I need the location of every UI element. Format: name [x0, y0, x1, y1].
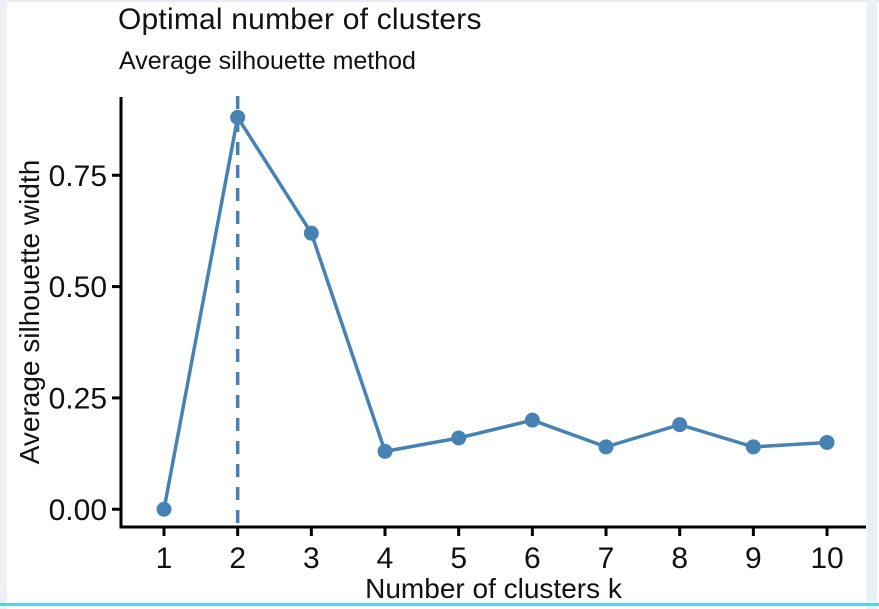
y-tick-label: 0.50	[49, 271, 107, 304]
data-point-k8	[672, 417, 688, 433]
data-point-k9	[745, 439, 761, 455]
window-edge-bottom	[0, 603, 879, 606]
y-tick-label: 0.00	[49, 494, 107, 527]
x-tick-label: 6	[524, 542, 541, 575]
data-point-k3	[303, 225, 319, 241]
data-point-k6	[524, 412, 540, 428]
window-edge-right	[867, 0, 877, 609]
chart-subtitle: Average silhouette method	[119, 47, 416, 75]
x-tick-label: 8	[671, 542, 688, 575]
x-tick-label: 9	[745, 542, 762, 575]
y-axis-title: Average silhouette width	[14, 159, 45, 465]
x-tick-label: 3	[303, 542, 320, 575]
x-tick-label: 4	[377, 542, 394, 575]
x-tick-label: 5	[450, 542, 467, 575]
data-point-k1	[156, 501, 172, 517]
data-point-k5	[451, 430, 467, 446]
x-tick-label: 10	[810, 542, 843, 575]
x-tick-label: 2	[229, 542, 246, 575]
data-point-k2	[230, 109, 246, 125]
x-axis-title: Number of clusters k	[365, 573, 622, 604]
y-tick-label: 0.75	[49, 160, 107, 193]
y-tick-label: 0.25	[49, 382, 107, 415]
x-tick-label: 1	[156, 542, 173, 575]
data-point-k4	[377, 443, 393, 459]
window-edge-left	[0, 0, 7, 609]
data-point-k7	[598, 439, 614, 455]
chart-title: Optimal number of clusters	[118, 3, 482, 36]
silhouette-line	[162, 115, 829, 511]
x-tick-label: 7	[598, 542, 615, 575]
window-edge-top	[0, 0, 879, 2]
data-point-k10	[819, 434, 835, 450]
